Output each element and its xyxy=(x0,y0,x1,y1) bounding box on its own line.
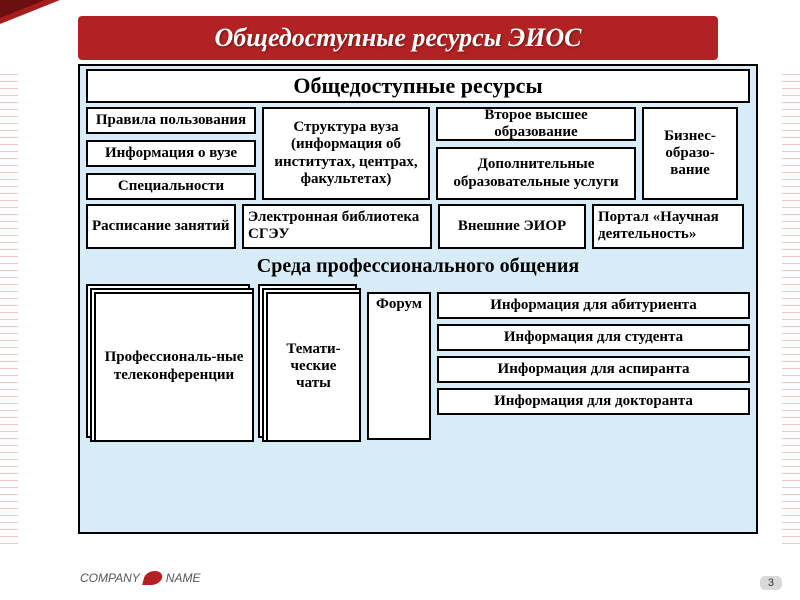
stack-chats-top: Темати-ческие чаты xyxy=(266,292,361,442)
slide-title: Общедоступные ресурсы ЭИОС xyxy=(215,23,582,53)
stack-teleconf-top: Профессиональ-ные телеконференции xyxy=(94,292,254,442)
info-student: Информация для студента xyxy=(437,324,750,351)
logo-text-2: NAME xyxy=(166,571,201,585)
box-specialties: Специальности xyxy=(86,173,256,200)
main-heading: Общедоступные ресурсы xyxy=(86,69,750,103)
sub-heading: Среда профессионального общения xyxy=(80,255,756,278)
box-structure: Структура вуза (информация об институтах… xyxy=(262,107,430,200)
left-ruler-decor xyxy=(0,70,18,550)
box-business-edu: Бизнес-образо-вание xyxy=(642,107,738,200)
col-3: Второе высшее образование Дополнительные… xyxy=(436,107,636,200)
row-1: Правила пользования Информация о вузе Сп… xyxy=(86,107,750,200)
box-external-eior: Внешние ЭИОР xyxy=(438,204,586,249)
info-col: Информация для абитуриента Информация дл… xyxy=(437,292,750,415)
box-second-degree: Второе высшее образование xyxy=(436,107,636,141)
info-aspirant: Информация для аспиранта xyxy=(437,356,750,383)
box-rules: Правила пользования xyxy=(86,107,256,134)
col-1: Правила пользования Информация о вузе Сп… xyxy=(86,107,256,200)
logo-swoosh-icon xyxy=(142,571,164,585)
box-science-portal: Портал «Научная деятельность» xyxy=(592,204,744,249)
company-logo: COMPANY NAME xyxy=(80,571,200,585)
row-2: Расписание занятий Электронная библиотек… xyxy=(86,204,750,249)
box-univ-info: Информация о вузе xyxy=(86,140,256,167)
stack-chats: Темати-ческие чаты xyxy=(266,292,361,442)
corner-accent xyxy=(0,0,80,40)
info-doctorant: Информация для докторанта xyxy=(437,388,750,415)
stack-teleconf: Профессиональ-ные телеконференции xyxy=(94,292,254,442)
page-number: 3 xyxy=(760,576,782,590)
right-ruler-decor xyxy=(782,70,800,550)
box-forum: Форум xyxy=(367,292,431,440)
box-extra-edu: Дополнительные образовательные услуги xyxy=(436,147,636,200)
diagram-panel: Общедоступные ресурсы Правила пользовани… xyxy=(78,64,758,534)
logo-text-1: COMPANY xyxy=(80,571,140,585)
box-schedule: Расписание занятий xyxy=(86,204,236,249)
info-applicant: Информация для абитуриента xyxy=(437,292,750,319)
row-3: Профессиональ-ные телеконференции Темати… xyxy=(86,292,750,442)
slide-title-band: Общедоступные ресурсы ЭИОС xyxy=(78,16,718,60)
box-elibrary: Электронная библиотека СГЭУ xyxy=(242,204,432,249)
